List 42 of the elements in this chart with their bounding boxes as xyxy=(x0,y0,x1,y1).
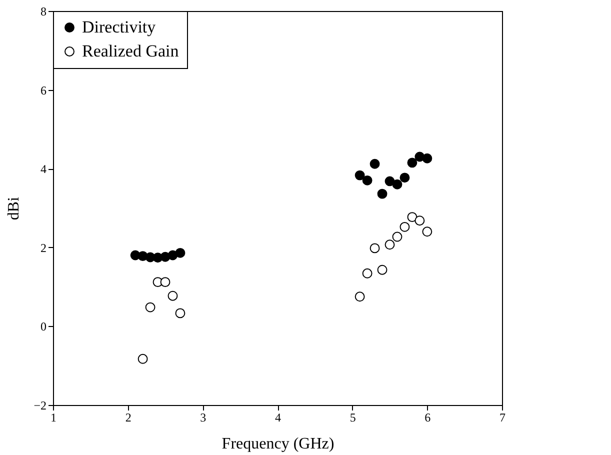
x-tick-label: 2 xyxy=(125,410,132,424)
point xyxy=(400,172,410,183)
point xyxy=(377,188,388,199)
y-tick-label: 8 xyxy=(40,4,46,18)
legend-label: Directivity xyxy=(82,18,156,36)
point xyxy=(160,277,170,288)
point xyxy=(422,153,432,164)
y-tick-label: 6 xyxy=(40,83,46,98)
point xyxy=(175,248,186,258)
point xyxy=(370,243,380,254)
point xyxy=(370,158,380,169)
y-tick-label: 2 xyxy=(40,240,46,255)
x-tick-label: 3 xyxy=(200,410,206,424)
point xyxy=(138,354,148,364)
x-tick-label: 7 xyxy=(500,410,506,424)
x-tick-label: 5 xyxy=(350,410,356,424)
point xyxy=(400,222,410,232)
point xyxy=(414,216,425,226)
point xyxy=(362,268,372,278)
point xyxy=(175,308,186,318)
point xyxy=(145,302,156,312)
y-tick-label: 0 xyxy=(40,320,46,334)
point xyxy=(392,179,402,190)
point xyxy=(407,158,418,168)
point xyxy=(377,264,388,275)
legend-label: Realized Gain xyxy=(82,42,180,60)
point xyxy=(407,212,418,222)
point xyxy=(384,240,395,250)
point xyxy=(384,176,395,186)
point xyxy=(362,175,372,186)
point xyxy=(392,232,402,242)
y-tick-label: −2 xyxy=(34,398,46,412)
point xyxy=(422,226,432,237)
x-tick-label: 4 xyxy=(275,410,281,424)
y-axis-title: dBi xyxy=(6,196,23,220)
point xyxy=(354,170,365,180)
x-tick-label: 1 xyxy=(50,410,56,424)
x-tick-label: 6 xyxy=(424,410,431,424)
x-axis-title: Frequency (GHz) xyxy=(222,436,334,452)
point xyxy=(354,292,365,302)
point xyxy=(168,290,178,301)
y-tick-label: 4 xyxy=(40,162,46,176)
